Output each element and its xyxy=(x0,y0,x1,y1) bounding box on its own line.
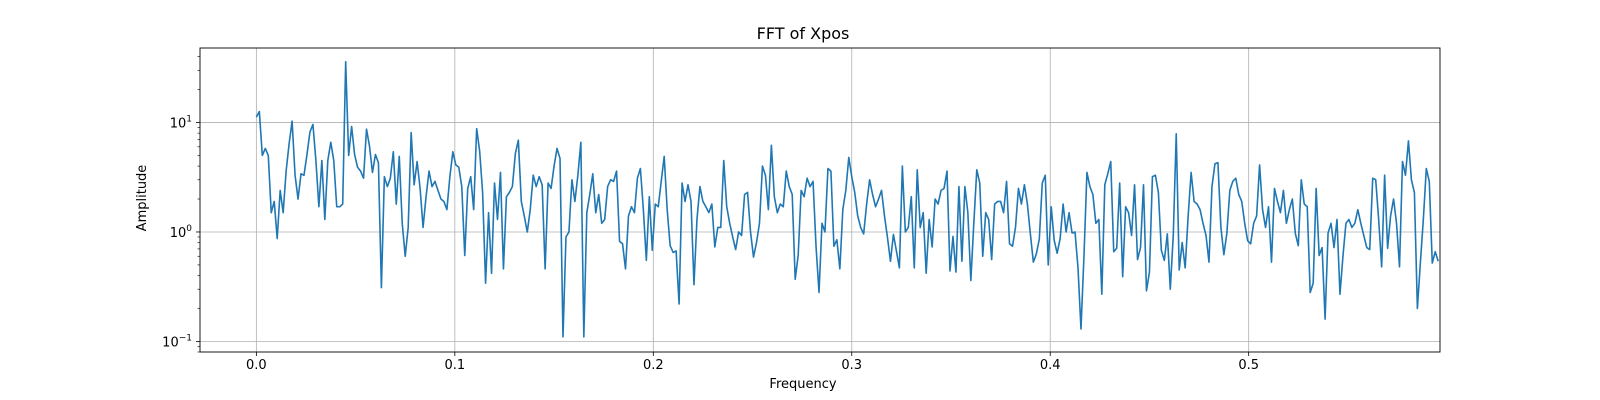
axes-frame xyxy=(199,47,1441,353)
x-tick-label: 0.2 xyxy=(643,358,664,373)
plot-area xyxy=(255,60,1439,338)
series-line-amplitude xyxy=(255,60,1439,338)
grid-lines xyxy=(200,48,1440,352)
chart-title: FFT of Xpos xyxy=(757,24,850,43)
x-axis-label: Frequency xyxy=(769,377,836,392)
x-tick-label: 0.1 xyxy=(444,358,465,373)
x-tick-label: 0.5 xyxy=(1238,358,1259,373)
y-tick-label: 100 xyxy=(170,224,193,241)
x-tick-label: 0.0 xyxy=(246,358,267,373)
axis-ticks: 0.0 0.1 0.2 0.3 0.4 0.5 10−1 100 101 xyxy=(162,56,1259,373)
y-tick-label: 10−1 xyxy=(162,333,192,350)
y-axis-label: Amplitude xyxy=(135,165,150,232)
y-tick-label: 101 xyxy=(170,115,192,132)
x-tick-label: 0.4 xyxy=(1040,358,1061,373)
x-tick-label: 0.3 xyxy=(841,358,862,373)
